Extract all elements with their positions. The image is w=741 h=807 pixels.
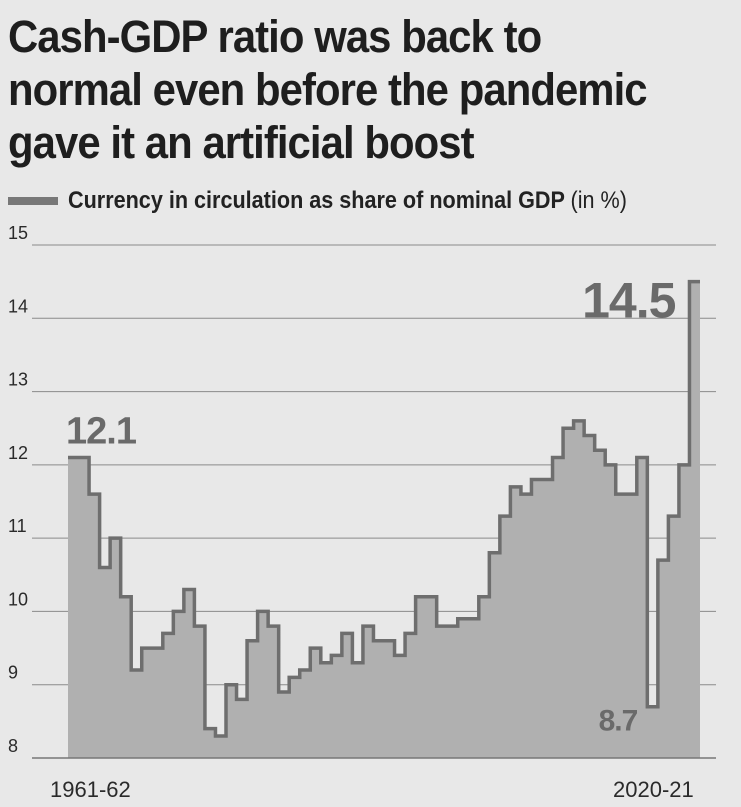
data-point	[237, 698, 248, 700]
chart-title: Cash-GDP ratio was back to normal even b…	[8, 11, 648, 168]
data-point	[68, 457, 79, 459]
data-point	[110, 537, 121, 539]
data-point	[258, 610, 269, 612]
legend: Currency in circulation as share of nomi…	[8, 185, 689, 217]
series-area	[68, 281, 700, 758]
legend-entry: Currency in circulation as share of nomi…	[68, 187, 627, 215]
data-point	[616, 493, 627, 495]
legend-swatch	[8, 197, 58, 205]
y-tick-label: 13	[8, 370, 28, 390]
data-point	[247, 640, 258, 642]
data-point	[184, 588, 195, 590]
data-point	[342, 632, 353, 634]
data-point	[226, 684, 237, 686]
y-tick-label: 8	[8, 736, 18, 756]
data-point	[531, 479, 542, 481]
data-point	[647, 706, 658, 708]
x-tick-label: 1961-62	[50, 777, 131, 802]
data-point	[131, 669, 142, 671]
y-tick-label: 10	[8, 589, 28, 609]
data-point	[658, 559, 669, 561]
data-point	[510, 486, 521, 488]
data-point	[373, 640, 384, 642]
series-line	[68, 279, 700, 738]
data-point	[668, 515, 679, 517]
data-point	[637, 457, 648, 459]
data-point	[479, 596, 490, 598]
data-point	[489, 552, 500, 554]
y-tick-label: 9	[8, 663, 18, 683]
data-point	[553, 457, 564, 459]
data-point	[205, 728, 216, 730]
data-point	[395, 654, 406, 656]
data-point	[584, 435, 595, 437]
x-tick-label: 2020-21	[613, 777, 694, 802]
data-point	[279, 691, 290, 693]
data-point	[289, 676, 300, 678]
data-point	[142, 647, 153, 649]
data-point	[679, 464, 690, 466]
data-point	[79, 457, 90, 459]
data-point	[173, 610, 184, 612]
data-point	[595, 449, 606, 451]
data-point	[268, 625, 279, 627]
data-point	[89, 493, 100, 495]
data-point	[542, 479, 553, 481]
y-tick-label: 12	[8, 443, 28, 463]
data-point	[689, 281, 700, 283]
data-point	[468, 618, 479, 620]
data-point	[626, 493, 637, 495]
data-point	[310, 647, 321, 649]
data-label: 12.1	[66, 411, 137, 453]
data-point	[352, 662, 363, 664]
data-point	[437, 625, 448, 627]
data-point	[405, 632, 416, 634]
data-point	[384, 640, 395, 642]
legend-unit: (in %)	[570, 187, 627, 214]
data-point	[163, 632, 174, 634]
data-point	[152, 647, 163, 649]
data-label: 14.5	[582, 273, 676, 329]
data-point	[215, 735, 226, 737]
y-tick-label: 15	[8, 223, 28, 243]
data-point	[416, 596, 427, 598]
data-point	[426, 596, 437, 598]
data-point	[563, 427, 574, 429]
data-point	[447, 625, 458, 627]
y-tick-label: 11	[8, 516, 27, 536]
data-point	[363, 625, 374, 627]
data-point	[321, 662, 332, 664]
data-point	[574, 420, 585, 422]
data-point	[521, 493, 532, 495]
data-point	[194, 625, 205, 627]
data-point	[331, 654, 342, 656]
data-point	[100, 566, 111, 568]
data-point	[121, 596, 132, 598]
data-point	[500, 515, 511, 517]
legend-label: Currency in circulation as share of nomi…	[68, 187, 565, 214]
y-tick-label: 14	[8, 296, 28, 316]
data-label: 8.7	[599, 705, 638, 738]
data-point	[300, 669, 311, 671]
data-point	[458, 618, 469, 620]
data-point	[605, 464, 616, 466]
